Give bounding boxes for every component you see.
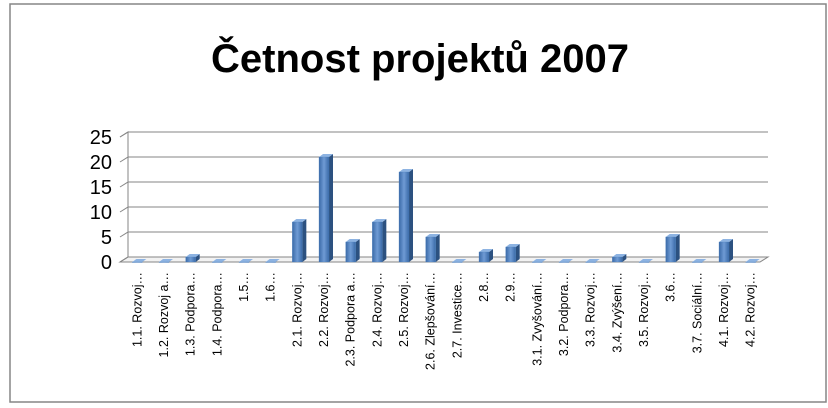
y-tick-label: 20 [90, 152, 112, 174]
x-tick-label: 1.5… [237, 272, 251, 302]
bar-top [372, 219, 387, 222]
bar [745, 261, 756, 263]
grid-line [119, 181, 768, 188]
bar-top [639, 259, 653, 262]
bar [292, 221, 303, 263]
bar [212, 261, 223, 263]
bar-top [132, 259, 147, 262]
x-tick-label: 3.6… [664, 272, 678, 302]
x-tick-label: 2.1. Rozvoj… [290, 272, 304, 347]
bar [692, 261, 703, 263]
bar [478, 251, 490, 263]
bar-side [195, 254, 200, 262]
bar [718, 241, 730, 263]
bar-top [559, 259, 573, 262]
bar-top [425, 234, 440, 237]
x-tick-label: 2.9… [504, 272, 518, 302]
grid-line [119, 131, 768, 138]
bar-top [479, 249, 493, 252]
bar-top [745, 259, 760, 262]
bar [452, 261, 463, 263]
y-tick-label: 25 [90, 127, 112, 149]
x-tick-label: 4.2. Rozvoj… [744, 272, 758, 347]
bar-top [585, 259, 600, 262]
bar-side [435, 234, 440, 262]
bar-top [532, 259, 547, 262]
bar-top [612, 254, 627, 257]
x-tick-label: 3.3. Rozvoj… [584, 272, 598, 347]
bar-top [159, 259, 173, 262]
bar-side [382, 219, 387, 262]
x-tick-label: 3.4. Zvýšení… [610, 272, 624, 353]
bar [185, 256, 196, 263]
bar-top [692, 259, 707, 262]
bar-side [489, 249, 493, 262]
bar-top [239, 259, 253, 262]
bar-side [729, 239, 733, 262]
bar-side [622, 254, 627, 262]
bar-side [409, 169, 413, 262]
x-tick-label: 2.3. Podpora a… [344, 272, 358, 367]
y-tick-label: 0 [101, 252, 112, 274]
bar [238, 261, 250, 263]
x-tick-label: 1.3. Podpora… [184, 272, 198, 356]
bar-top [345, 239, 360, 242]
chart-title: Četnost projektů 2007 [211, 35, 629, 81]
bar [345, 241, 356, 263]
bar-side [675, 234, 680, 262]
bar [265, 261, 276, 263]
bar-top [719, 239, 733, 242]
y-tick-label: 15 [90, 177, 112, 199]
bar-top [452, 259, 467, 262]
x-tick-label: 2.4. Rozvoj… [370, 272, 384, 347]
bar [398, 171, 410, 263]
x-tick-label: 4.1. Rozvoj… [717, 272, 731, 347]
grid-line [119, 231, 768, 238]
x-tick-label: 1.1. Rozvoj… [130, 272, 144, 347]
bar [372, 221, 383, 263]
bar [532, 261, 543, 263]
bar [132, 261, 143, 263]
bar-top [292, 219, 307, 222]
bar [558, 261, 570, 263]
x-tick-label: 1.6… [264, 272, 278, 302]
bar [425, 236, 436, 263]
bar-top [185, 254, 200, 257]
bar [638, 261, 650, 263]
x-tick-label: 2.8… [477, 272, 491, 302]
x-tick-label: 1.2. Rozvoj a… [157, 272, 171, 357]
bar-top [399, 169, 413, 172]
bar [318, 156, 330, 263]
bar-top [265, 259, 280, 262]
bar [158, 261, 170, 263]
bar-side [515, 244, 520, 262]
bar-top [505, 244, 520, 247]
x-tick-label: 2.6. Zlepšování… [424, 272, 438, 370]
x-tick-label: 2.5. Rozvoj… [397, 272, 411, 347]
bar-side [302, 219, 307, 262]
x-tick-label: 2.2. Rozvoj… [317, 272, 331, 347]
x-tick-label: 3.1. Zvyšování… [530, 272, 544, 366]
bar [585, 261, 596, 263]
bar-side [329, 154, 333, 262]
bar-top [665, 234, 680, 237]
chart-frame [9, 3, 827, 403]
bar [505, 246, 516, 263]
bar [612, 256, 623, 263]
grid-line [119, 206, 768, 213]
x-tick-label: 1.4. Podpora… [210, 272, 224, 356]
y-tick-label: 5 [101, 227, 112, 249]
x-tick-label: 3.5. Rozvoj… [637, 272, 651, 347]
y-tick-label: 10 [90, 202, 112, 224]
grid-line [119, 256, 768, 263]
x-tick-label: 3.7. Sociální… [690, 272, 704, 353]
grid-line [119, 156, 768, 163]
x-tick-label: 2.7. Investice… [450, 272, 464, 358]
bar-top [319, 154, 333, 157]
bar-top [212, 259, 227, 262]
bar-side [355, 239, 360, 262]
x-tick-label: 3.2. Podpora… [557, 272, 571, 356]
bar [665, 236, 676, 263]
